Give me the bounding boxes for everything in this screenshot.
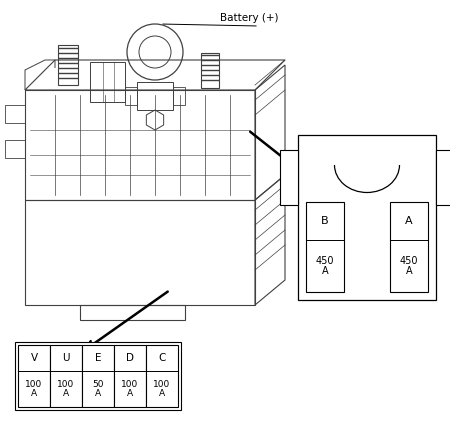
Bar bbox=[58, 45, 78, 85]
Text: C: C bbox=[158, 353, 166, 363]
Bar bbox=[390, 202, 428, 292]
Bar bbox=[146, 345, 178, 407]
Text: 100
A: 100 A bbox=[153, 380, 171, 398]
Bar bbox=[15, 342, 181, 410]
Text: 100
A: 100 A bbox=[25, 380, 43, 398]
Bar bbox=[173, 87, 185, 105]
Bar bbox=[5, 140, 25, 158]
Bar bbox=[306, 202, 344, 292]
Bar bbox=[90, 62, 125, 102]
Bar bbox=[137, 82, 173, 110]
Text: A: A bbox=[405, 216, 413, 226]
Text: 50
A: 50 A bbox=[92, 380, 104, 398]
Text: Battery (+): Battery (+) bbox=[220, 13, 278, 23]
Bar bbox=[436, 150, 450, 205]
Bar bbox=[5, 105, 25, 123]
Text: 450
A: 450 A bbox=[316, 255, 334, 276]
Text: V: V bbox=[31, 353, 37, 363]
Text: E: E bbox=[95, 353, 101, 363]
Bar bbox=[280, 150, 298, 205]
Bar bbox=[201, 53, 219, 88]
Bar bbox=[125, 87, 137, 105]
Bar bbox=[18, 345, 50, 407]
Text: 100
A: 100 A bbox=[122, 380, 139, 398]
Bar bbox=[114, 345, 146, 407]
Bar bbox=[50, 345, 82, 407]
Text: B: B bbox=[321, 216, 329, 226]
Text: D: D bbox=[126, 353, 134, 363]
Text: 450
A: 450 A bbox=[400, 255, 418, 276]
Text: 100
A: 100 A bbox=[58, 380, 75, 398]
Bar bbox=[82, 345, 114, 407]
Bar bbox=[298, 135, 436, 300]
Text: U: U bbox=[62, 353, 70, 363]
